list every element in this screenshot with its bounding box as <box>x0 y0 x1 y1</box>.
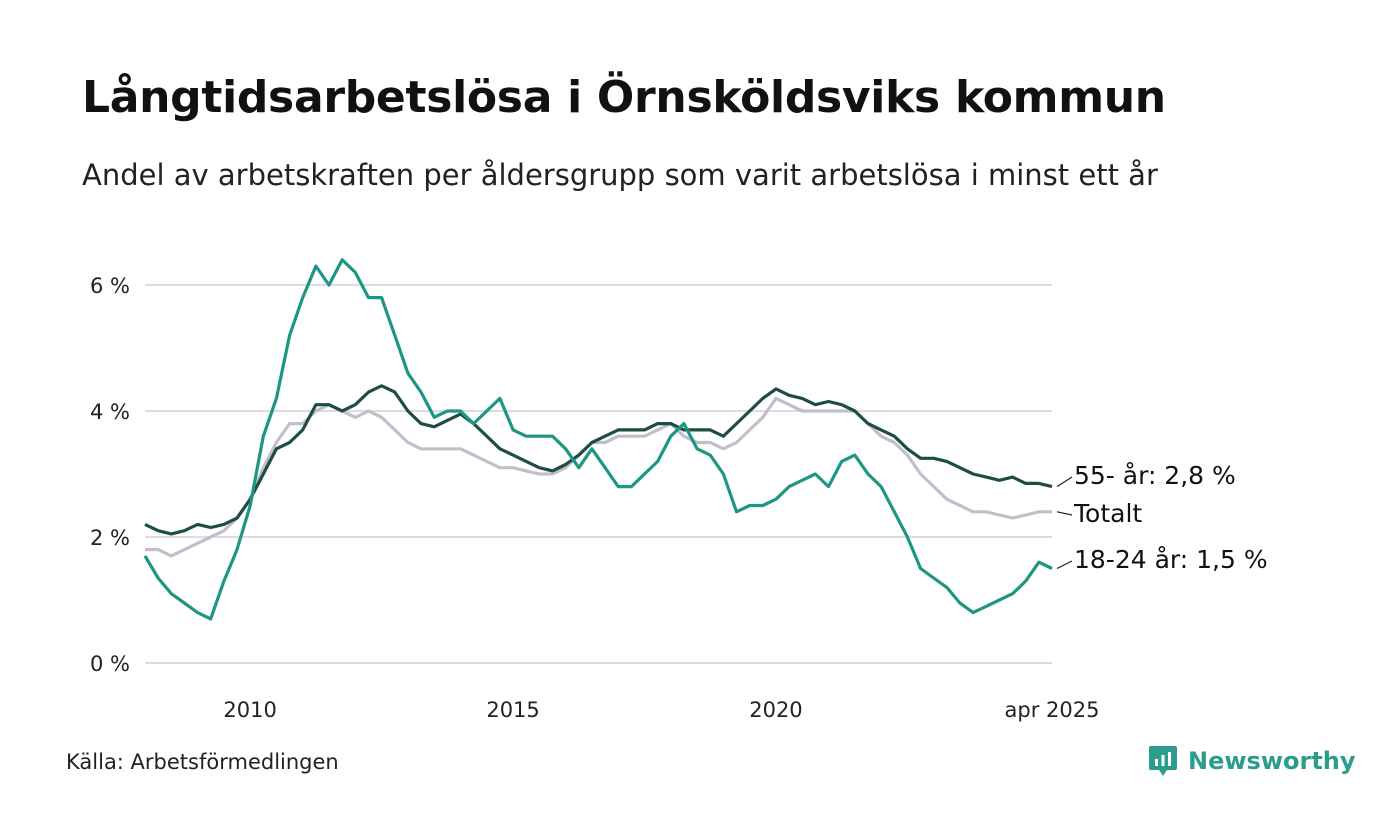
brand-name: Newsworthy <box>1188 747 1356 775</box>
newsworthy-logo-icon <box>1149 746 1177 776</box>
chart-title: Långtidsarbetslösa i Örnsköldsviks kommu… <box>82 72 1166 123</box>
line-chart: 0 % 2 % 4 % 6 % 2010 2015 2020 apr 2025 Totalt 5… <box>90 258 1268 722</box>
source-note: Källa: Arbetsförmedlingen <box>66 750 339 774</box>
y-tick-label: 0 % <box>90 652 130 676</box>
end-label-connector <box>1056 511 1073 516</box>
series-line <box>144 384 1053 536</box>
series-end-label: 55- år: 2,8 % <box>1074 461 1236 490</box>
end-label-connector <box>1056 560 1073 570</box>
x-tick-label: 2015 <box>486 698 539 722</box>
axis-labels: 0 % 2 % 4 % 6 % 2010 2015 2020 apr 2025 <box>90 274 1099 722</box>
brand-logo[interactable]: Newsworthy <box>1148 744 1356 778</box>
series-line <box>143 258 1053 621</box>
end-labels: Totalt 55- år: 2,8 % 18-24 år: 1,5 % <box>1056 461 1268 574</box>
x-tick-label: 2020 <box>749 698 802 722</box>
x-tick-label: 2010 <box>223 698 276 722</box>
y-tick-label: 4 % <box>90 400 130 424</box>
series-end-label: 18-24 år: 1,5 % <box>1074 545 1268 574</box>
y-tick-label: 2 % <box>90 526 130 550</box>
grid-lines <box>145 284 1052 664</box>
series-line <box>145 396 1052 558</box>
y-tick-label: 6 % <box>90 274 130 298</box>
series-lines <box>143 258 1053 621</box>
x-tick-label: apr 2025 <box>1005 698 1100 722</box>
chart-subtitle: Andel av arbetskraften per åldersgrupp s… <box>82 158 1158 192</box>
end-label-connector <box>1056 476 1073 488</box>
series-end-label: Totalt <box>1073 499 1142 528</box>
